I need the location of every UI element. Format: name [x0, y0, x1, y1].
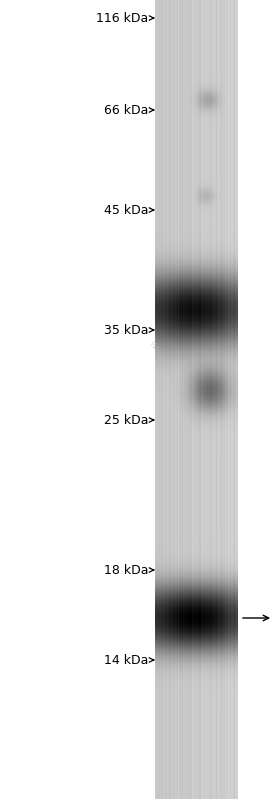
Text: 45 kDa: 45 kDa	[104, 204, 148, 217]
Text: 66 kDa: 66 kDa	[104, 104, 148, 117]
Text: 14 kDa: 14 kDa	[104, 654, 148, 666]
Text: 25 kDa: 25 kDa	[104, 414, 148, 427]
Text: 18 kDa: 18 kDa	[104, 563, 148, 577]
Text: 35 kDa: 35 kDa	[104, 324, 148, 336]
Text: www.PTGLAB.COM: www.PTGLAB.COM	[146, 339, 201, 428]
Text: 116 kDa: 116 kDa	[96, 11, 148, 25]
